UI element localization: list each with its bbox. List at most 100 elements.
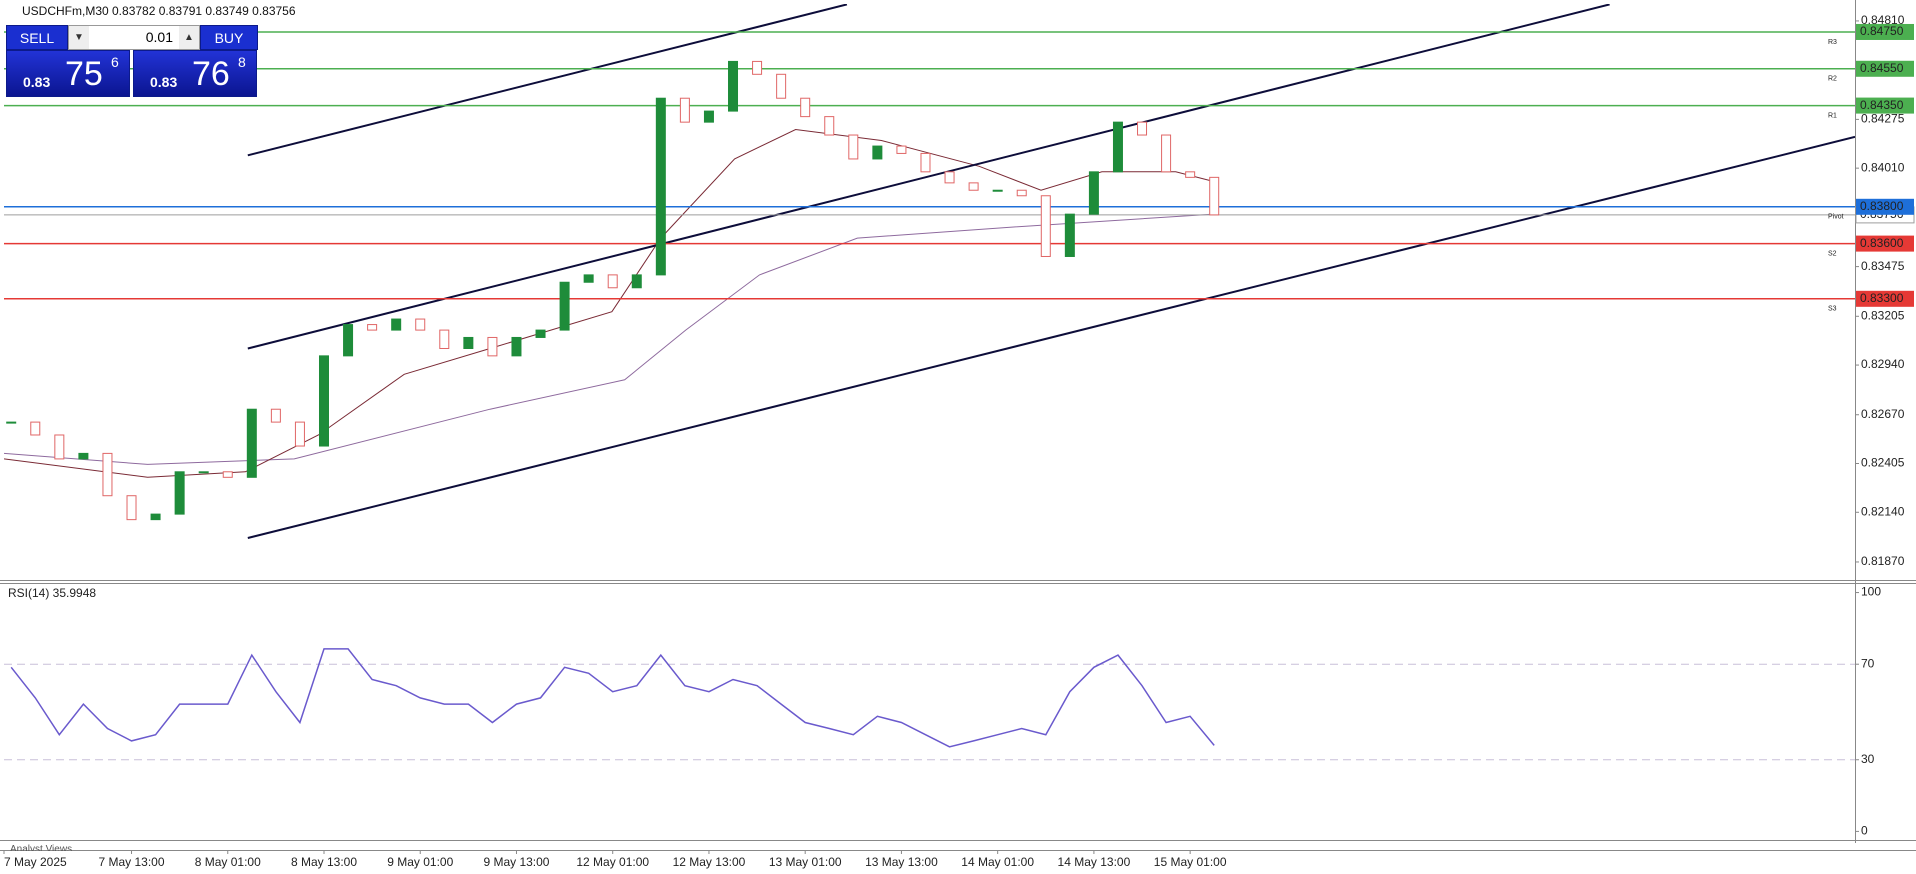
x-tick-label: 9 May 01:00 xyxy=(387,855,453,869)
candle xyxy=(968,182,979,191)
volume-value: 0.01 xyxy=(145,29,173,45)
x-tick-label: 7 May 2025 xyxy=(4,855,67,869)
y-tick-label: 0 xyxy=(1861,824,1868,838)
candle xyxy=(992,189,1003,192)
trend-line xyxy=(247,4,848,157)
level-label-box xyxy=(1856,290,1914,307)
moving-average xyxy=(4,128,1212,478)
candle xyxy=(559,281,570,331)
x-tick-label: 12 May 01:00 xyxy=(576,855,649,869)
y-tick-label: 0.84010 xyxy=(1861,160,1905,174)
level-label: 0.83600 xyxy=(1860,236,1904,250)
candle xyxy=(343,324,354,357)
x-tick-label: 12 May 13:00 xyxy=(673,855,746,869)
candle xyxy=(487,336,498,357)
level-tag: Pivot xyxy=(1828,214,1844,221)
candle xyxy=(1040,195,1051,257)
analyst-views-tab[interactable]: Analyst Views xyxy=(10,844,73,851)
candle xyxy=(415,318,426,331)
candle xyxy=(752,60,763,75)
level-label-box xyxy=(1856,23,1914,40)
candle xyxy=(728,60,739,112)
sell-quote[interactable]: 0.83 75 6 xyxy=(6,50,130,97)
y-tick-label: 0.82140 xyxy=(1861,504,1905,518)
candle xyxy=(246,408,257,478)
candle xyxy=(126,495,137,521)
level-label-box xyxy=(1856,97,1914,114)
symbol-info: USDCHFm,M30 0.83782 0.83791 0.83749 0.83… xyxy=(22,4,296,18)
trend-line xyxy=(247,4,1610,350)
price-sup: 6 xyxy=(111,54,119,70)
y-tick-label: 30 xyxy=(1861,752,1875,766)
main-plot: R3 R2 R1 Pivot S2 S3 xyxy=(4,4,1855,539)
candle xyxy=(896,145,907,154)
candle xyxy=(583,274,594,283)
candle xyxy=(1088,171,1099,215)
y-tick-label: 0.83205 xyxy=(1861,308,1905,322)
level-label: 0.83300 xyxy=(1860,291,1904,305)
candle xyxy=(174,471,185,515)
candle xyxy=(318,355,329,447)
trade-panel: SELL ▼ 0.01 ▲ BUY 0.83 75 6 0.83 76 8 xyxy=(6,25,258,97)
candle xyxy=(1209,176,1220,216)
x-tick-label: 13 May 13:00 xyxy=(865,855,938,869)
price-sup: 8 xyxy=(238,54,246,70)
sell-button[interactable]: SELL xyxy=(6,25,68,50)
candle xyxy=(198,471,209,474)
y-tick-label: 0.84810 xyxy=(1861,13,1905,27)
x-tick-label: 9 May 13:00 xyxy=(483,855,549,869)
level-tag: R3 xyxy=(1828,39,1837,46)
level-label: 0.83800 xyxy=(1860,199,1904,213)
x-tick-label: 7 May 13:00 xyxy=(98,855,164,869)
candle xyxy=(294,421,305,447)
candle xyxy=(511,336,522,357)
moving-average xyxy=(4,213,1212,465)
level-label-box xyxy=(1856,60,1914,77)
candle xyxy=(463,336,474,349)
candle xyxy=(703,110,714,123)
candle xyxy=(631,274,642,289)
x-tick-label: 13 May 01:00 xyxy=(769,855,842,869)
price-big: 76 xyxy=(192,55,230,93)
volume-up[interactable]: ▲ xyxy=(179,26,199,49)
volume-down[interactable]: ▼ xyxy=(69,26,89,49)
y-tick-label: 0.81870 xyxy=(1861,554,1905,568)
y-tick-label: 0.82940 xyxy=(1861,357,1905,371)
axes: 0.84810 0.84275 0.84010 0.83475 0.83205 0.829… xyxy=(3,13,1915,869)
candle xyxy=(944,171,955,184)
candle xyxy=(1137,121,1148,136)
candle xyxy=(439,329,450,349)
candle xyxy=(102,452,113,497)
level-tag: S3 xyxy=(1828,306,1837,313)
y-tick-label: 0.82670 xyxy=(1861,407,1905,421)
price-prefix: 0.83 xyxy=(23,74,51,90)
candle xyxy=(1112,121,1123,173)
rsi-title: RSI(14) 35.9948 xyxy=(8,586,96,600)
price-big: 75 xyxy=(65,55,103,93)
candle xyxy=(6,421,17,424)
level-label: 0.84550 xyxy=(1860,61,1904,75)
candle xyxy=(848,134,859,160)
candle xyxy=(78,452,89,460)
level-label-box xyxy=(1856,198,1914,215)
buy-quote[interactable]: 0.83 76 8 xyxy=(133,50,257,97)
candle xyxy=(222,471,233,478)
candle xyxy=(1161,134,1172,173)
candle xyxy=(655,97,666,276)
candle xyxy=(535,329,546,338)
candle xyxy=(920,152,931,173)
buy-button[interactable]: BUY xyxy=(200,25,258,50)
candle xyxy=(776,73,787,99)
price-prefix: 0.83 xyxy=(150,74,178,90)
level-label: 0.84350 xyxy=(1860,98,1904,112)
y-tick-label: 0.84275 xyxy=(1861,112,1905,126)
candle xyxy=(1016,189,1027,197)
candle xyxy=(391,318,402,331)
x-tick-label: 15 May 01:00 xyxy=(1154,855,1227,869)
volume-field[interactable]: ▼ 0.01 ▲ xyxy=(68,25,200,50)
candle xyxy=(824,116,835,136)
x-tick-label: 8 May 13:00 xyxy=(291,855,357,869)
